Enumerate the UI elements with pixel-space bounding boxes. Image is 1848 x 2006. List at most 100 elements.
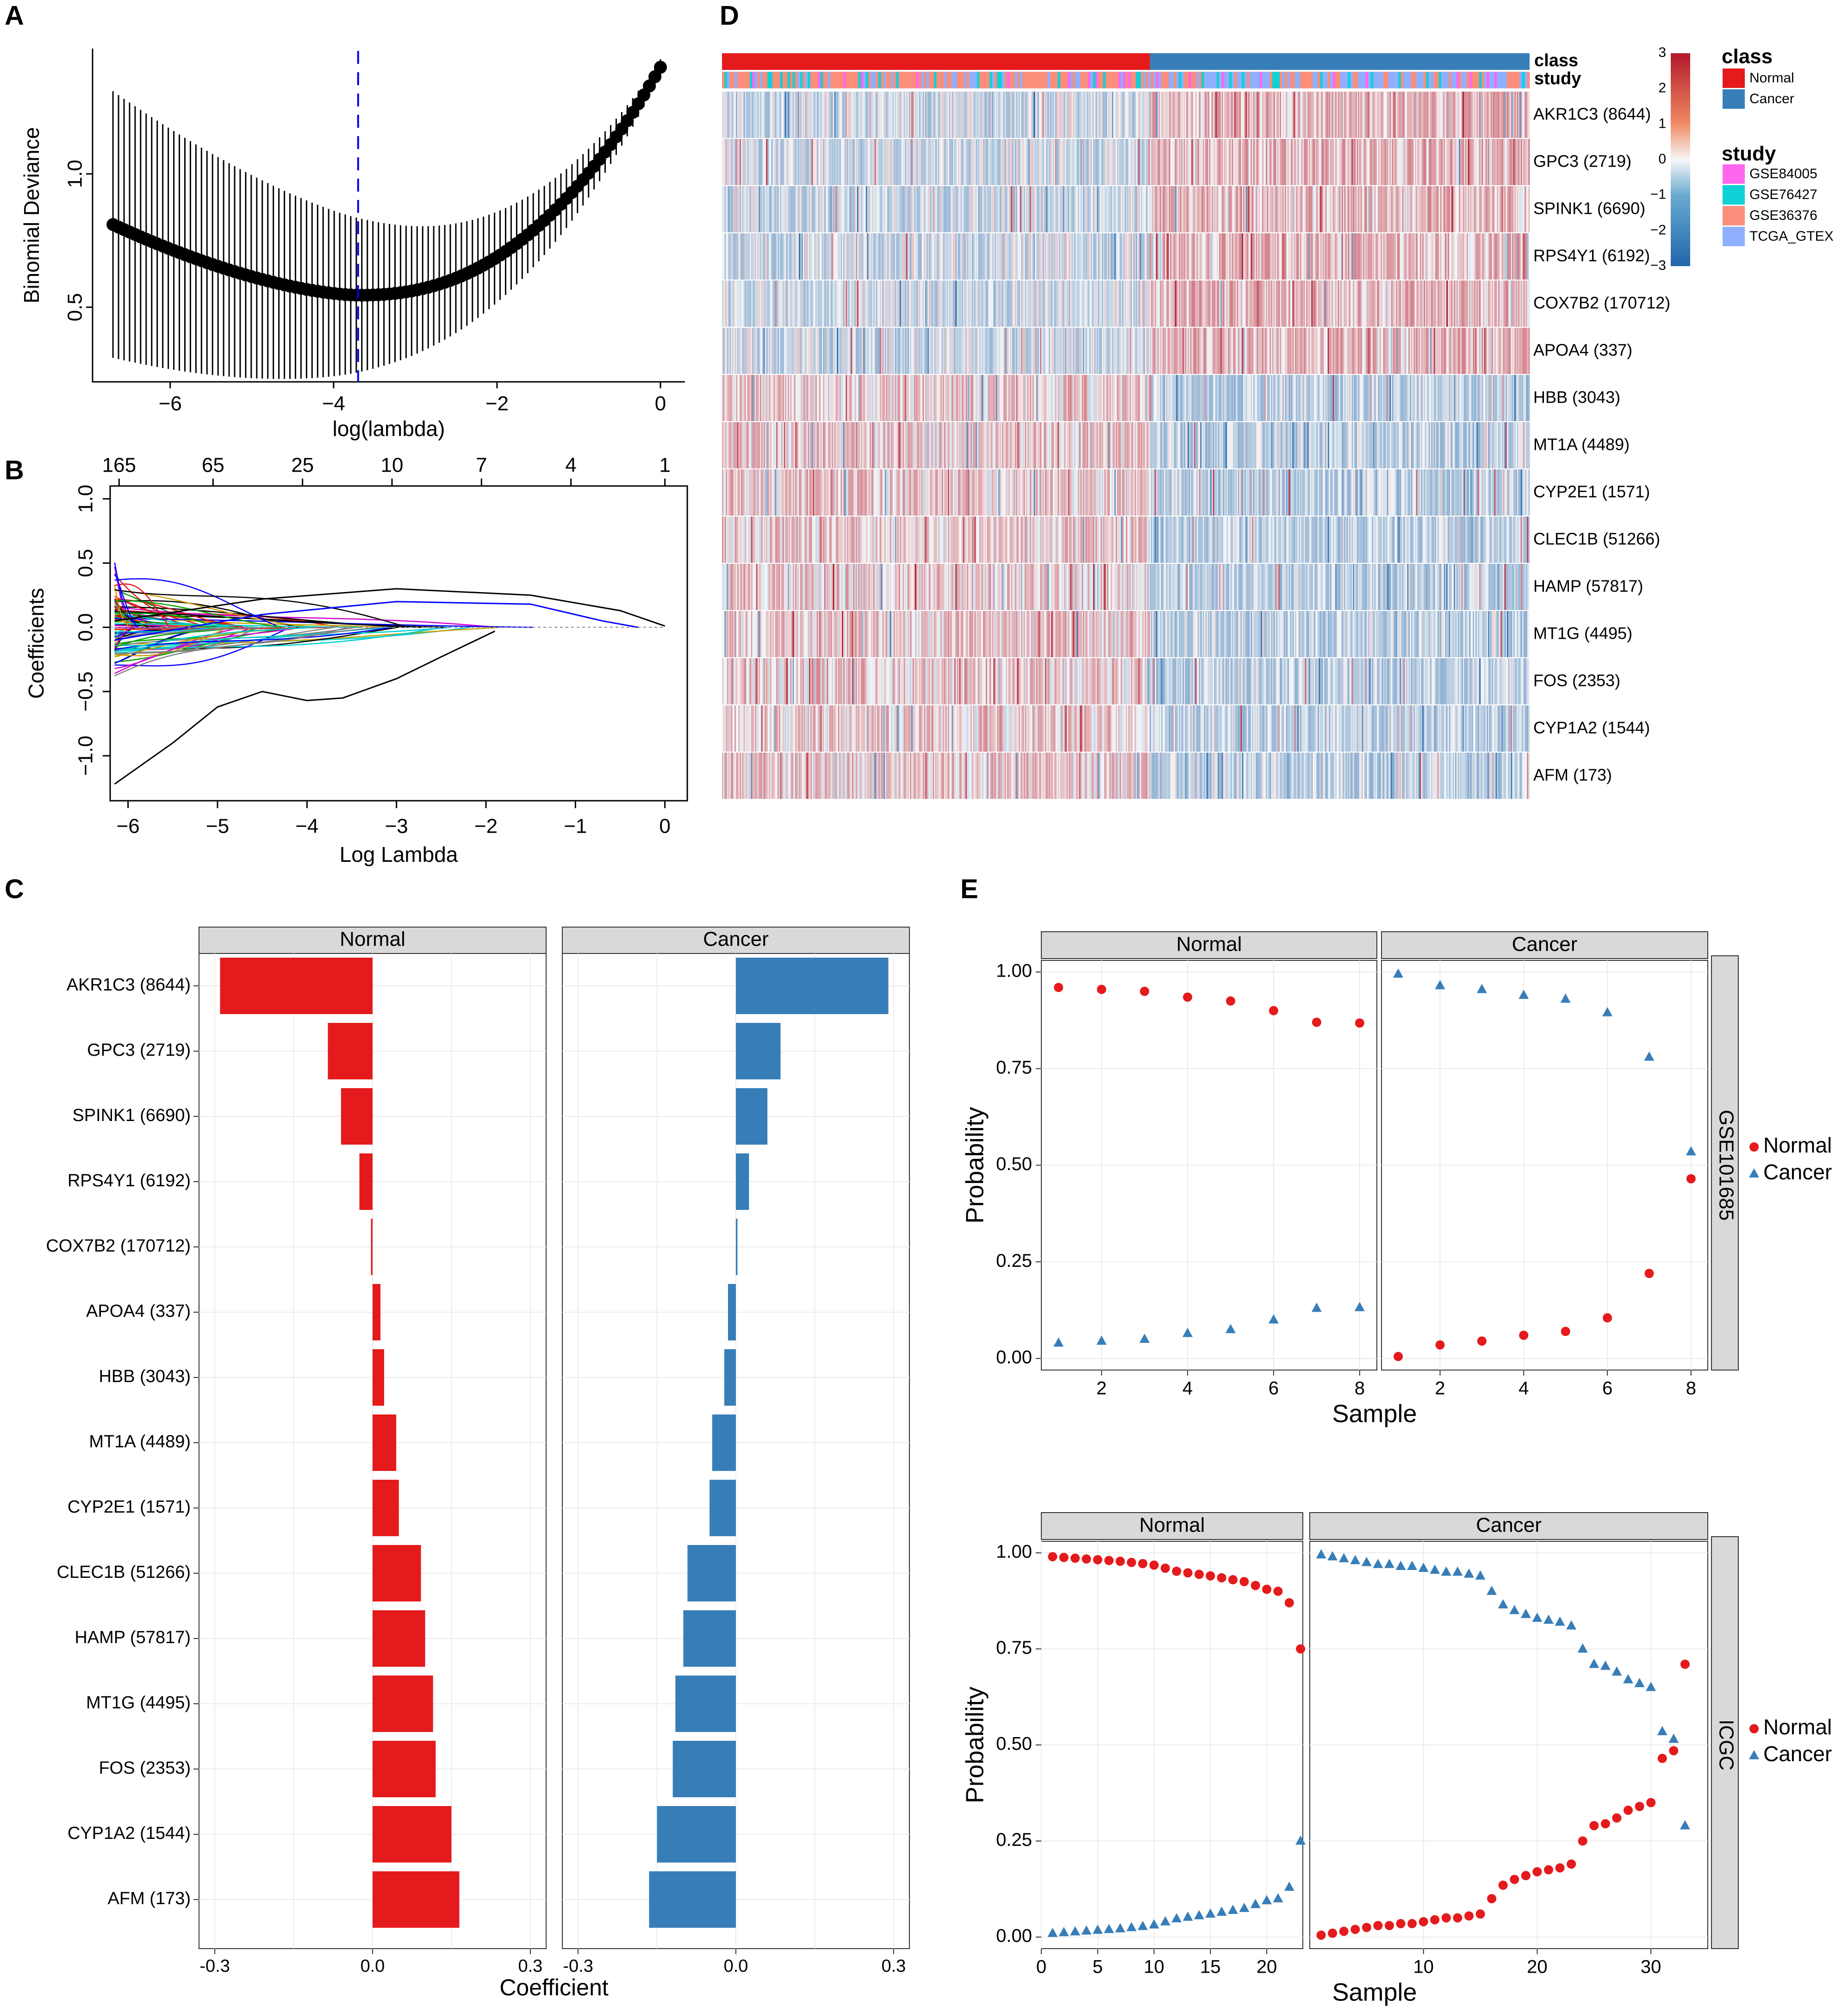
heat-cell	[1182, 280, 1184, 327]
heat-cell	[747, 92, 749, 138]
heat-cell	[1066, 375, 1068, 421]
heat-cell	[1155, 422, 1157, 468]
study-cell	[1499, 72, 1502, 88]
heat-cell	[1047, 233, 1049, 280]
heat-cell	[1289, 328, 1292, 374]
heat-cell	[1506, 92, 1507, 138]
heat-cell	[763, 186, 765, 232]
study-cell	[1214, 72, 1217, 88]
heat-cell	[1408, 375, 1410, 421]
heat-cell	[1118, 375, 1120, 421]
heat-cell	[1115, 328, 1118, 374]
heat-cell	[882, 375, 884, 421]
heat-cell	[994, 375, 996, 421]
heat-cell	[915, 280, 917, 327]
heat-cell	[752, 422, 754, 468]
heat-cell	[1355, 92, 1357, 138]
heat-cell	[1138, 233, 1140, 280]
heat-cell	[997, 139, 999, 185]
study-cell	[949, 72, 952, 88]
study-cell	[884, 72, 886, 88]
study-cell	[1466, 72, 1469, 88]
heat-cell	[1294, 233, 1297, 280]
heat-cell	[980, 139, 983, 185]
heat-cell	[1113, 280, 1115, 327]
heat-cell	[1200, 422, 1202, 468]
heat-cell	[1386, 233, 1388, 280]
heat-cell	[1077, 139, 1080, 185]
heat-cell	[813, 328, 815, 374]
heat-cell	[884, 186, 887, 232]
study-cell	[1247, 72, 1250, 88]
heat-cell	[887, 139, 889, 185]
heat-cell	[903, 186, 905, 232]
heat-cell	[966, 92, 969, 138]
heat-cell	[1413, 139, 1415, 185]
heat-cell	[837, 186, 839, 232]
heat-cell	[754, 375, 757, 421]
heat-cell	[1243, 375, 1245, 421]
study-cell	[765, 72, 768, 88]
heat-cell	[1200, 280, 1202, 327]
heat-cell	[903, 280, 905, 327]
heat-cell	[740, 422, 743, 468]
heat-cell	[726, 280, 728, 327]
heat-cell	[955, 139, 957, 185]
heat-cell	[887, 92, 889, 138]
heat-cell	[1411, 280, 1413, 327]
heat-cell	[1300, 375, 1302, 421]
heat-cell	[1266, 280, 1268, 327]
heat-cell	[795, 422, 797, 468]
heat-cell	[1336, 280, 1338, 327]
heat-cell	[1086, 375, 1089, 421]
heat-cell	[892, 280, 894, 327]
heat-cell	[1142, 280, 1144, 327]
heat-cell	[1022, 280, 1024, 327]
heat-cell	[835, 280, 837, 327]
heat-cell	[816, 280, 818, 327]
heat-cell	[1181, 280, 1183, 327]
study-cell	[1484, 72, 1487, 88]
heat-cell	[1281, 280, 1283, 327]
heat-cell	[1079, 375, 1081, 421]
heat-cell	[1400, 92, 1403, 138]
heat-cell	[1190, 422, 1192, 468]
heat-cell	[1147, 422, 1149, 468]
heat-cell	[843, 233, 845, 280]
heat-cell	[906, 139, 908, 185]
heat-cell	[955, 186, 957, 232]
heat-cell	[1282, 186, 1284, 232]
heat-cell	[1294, 375, 1297, 421]
heat-cell	[1065, 375, 1067, 421]
heat-cell	[1095, 139, 1097, 185]
heat-cell	[1104, 139, 1106, 185]
heat-cell	[1452, 233, 1455, 280]
heat-cell	[765, 328, 767, 374]
heat-cell	[1243, 92, 1245, 138]
heat-cell	[1238, 186, 1240, 232]
heat-cell	[1082, 92, 1083, 138]
heat-cell	[1364, 375, 1366, 421]
heat-cell	[1243, 186, 1245, 232]
heat-cell	[887, 233, 889, 280]
heat-cell	[1272, 233, 1274, 280]
heat-cell	[1219, 186, 1221, 232]
heat-cell	[1224, 328, 1226, 374]
heat-cell	[999, 92, 1002, 138]
heat-cell	[1216, 375, 1219, 421]
heat-cell	[745, 375, 747, 421]
heat-cell	[1105, 328, 1108, 374]
heat-cell	[1460, 280, 1462, 327]
heat-cell	[1345, 233, 1347, 280]
heat-cell	[1336, 375, 1338, 421]
heat-cell	[892, 92, 894, 138]
heat-cell	[1013, 92, 1015, 138]
heat-cell	[1466, 139, 1468, 185]
heat-cell	[1440, 328, 1442, 374]
heat-cell	[811, 422, 813, 468]
heat-cell	[1166, 375, 1168, 421]
heat-cell	[910, 233, 912, 280]
heat-cell	[1161, 92, 1163, 138]
heat-cell	[811, 186, 813, 232]
